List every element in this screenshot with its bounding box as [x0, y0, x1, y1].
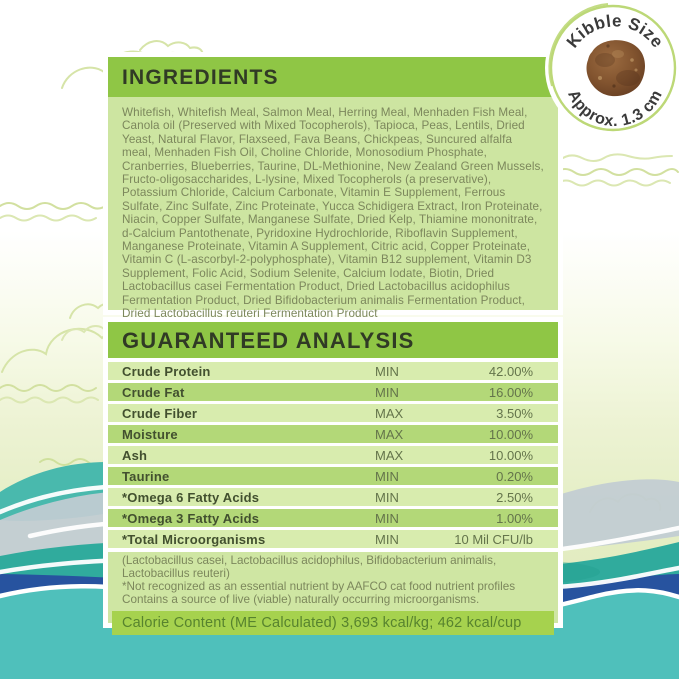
guaranteed-analysis-title: GUARANTEED ANALYSIS [108, 322, 558, 358]
value-cell: 10.00% [488, 447, 533, 463]
value-cell: 1.00% [496, 510, 533, 526]
value-cell: 3.50% [496, 405, 533, 421]
calorie-content-bar: Calorie Content (ME Calculated) 3,693 kc… [112, 610, 554, 635]
table-row: Moisture MAX 10.00% [108, 425, 558, 443]
footnote: (Lactobacillus casei, Lactobacillus acid… [122, 554, 497, 580]
basis-cell: MAX [375, 426, 404, 442]
nutrient-label: Moisture [122, 426, 178, 442]
value-cell: 16.00% [488, 384, 533, 400]
table-row: Crude Protein MIN 42.00% [108, 362, 558, 380]
value-cell: 10.00% [488, 426, 533, 442]
analysis-table: Crude Protein MIN 42.00% Crude Fat MIN 1… [108, 358, 558, 552]
value-cell: 2.50% [496, 489, 533, 505]
basis-cell: MIN [375, 510, 399, 526]
basis-cell: MIN [375, 363, 399, 379]
nutrient-label: Crude Fat [122, 384, 185, 400]
table-row: Crude Fat MIN 16.00% [108, 383, 558, 401]
ingredients-text: Whitefish, Whitefish Meal, Salmon Meal, … [122, 106, 544, 321]
footnote: Contains a source of live (viable) natur… [122, 592, 480, 606]
guaranteed-analysis-panel: GUARANTEED ANALYSIS Crude Protein MIN 42… [103, 317, 563, 635]
kibble-photo [586, 40, 645, 97]
basis-cell: MIN [375, 384, 399, 400]
footnote: *Not recognized as an essential nutrient… [122, 579, 516, 593]
value-cell: 0.20% [496, 468, 533, 484]
basis-cell: MAX [375, 405, 404, 421]
basis-cell: MIN [375, 531, 399, 547]
basis-cell: MAX [375, 447, 404, 463]
badge-ring [548, 3, 677, 132]
analysis-footnotes: (Lactobacillus casei, Lactobacillus acid… [108, 552, 558, 607]
kibble-size-badge: Kibble Size Approx. 1.3 cm [545, 0, 679, 136]
basis-cell: MIN [375, 489, 399, 505]
table-row: Taurine MIN 0.20% [108, 467, 558, 485]
table-row: *Total Microorganisms MIN 10 Mil CFU/lb [108, 530, 558, 548]
nutrient-label: *Total Microorganisms [122, 531, 266, 547]
table-row: Ash MAX 10.00% [108, 446, 558, 464]
table-row: Crude Fiber MAX 3.50% [108, 404, 558, 422]
table-row: *Omega 6 Fatty Acids MIN 2.50% [108, 488, 558, 506]
table-row: *Omega 3 Fatty Acids MIN 1.00% [108, 509, 558, 527]
nutrient-label: *Omega 6 Fatty Acids [122, 489, 260, 505]
ingredients-panel: INGREDIENTS Whitefish, Whitefish Meal, S… [103, 52, 563, 320]
nutrient-label: Ash [122, 447, 148, 463]
value-cell: 10 Mil CFU/lb [454, 531, 533, 547]
value-cell: 42.00% [488, 363, 533, 379]
nutrient-label: Taurine [122, 468, 170, 484]
nutrient-label: *Omega 3 Fatty Acids [122, 510, 260, 526]
ingredients-title: INGREDIENTS [108, 57, 558, 97]
nutrient-label: Crude Fiber [122, 405, 198, 421]
nutrient-label: Crude Protein [122, 363, 211, 379]
basis-cell: MIN [375, 468, 399, 484]
